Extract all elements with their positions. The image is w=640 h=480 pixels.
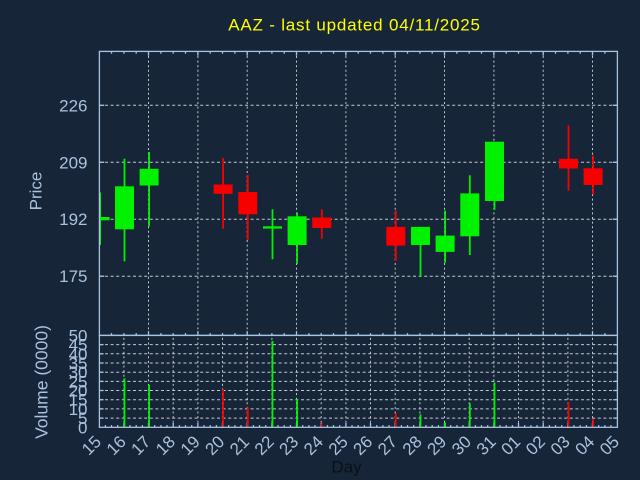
svg-text:20: 20 bbox=[69, 382, 88, 401]
svg-text:226: 226 bbox=[59, 96, 87, 115]
svg-text:175: 175 bbox=[59, 267, 87, 286]
svg-text:35: 35 bbox=[69, 354, 88, 373]
svg-text:Volume (0000): Volume (0000) bbox=[31, 325, 51, 439]
svg-text:25: 25 bbox=[69, 372, 88, 391]
svg-text:209: 209 bbox=[59, 153, 87, 172]
svg-text:10: 10 bbox=[69, 400, 88, 419]
svg-text:5: 5 bbox=[78, 409, 87, 428]
svg-text:40: 40 bbox=[69, 345, 88, 364]
svg-text:50: 50 bbox=[69, 326, 88, 345]
svg-text:Day: Day bbox=[331, 457, 362, 476]
svg-text:Price: Price bbox=[27, 172, 46, 211]
svg-text:15: 15 bbox=[69, 391, 88, 410]
svg-text:45: 45 bbox=[69, 336, 88, 355]
svg-text:192: 192 bbox=[59, 210, 87, 229]
svg-text:AAZ - last updated 04/11/2025: AAZ - last updated 04/11/2025 bbox=[228, 16, 481, 35]
svg-text:30: 30 bbox=[69, 363, 88, 382]
svg-text:0: 0 bbox=[78, 418, 87, 437]
